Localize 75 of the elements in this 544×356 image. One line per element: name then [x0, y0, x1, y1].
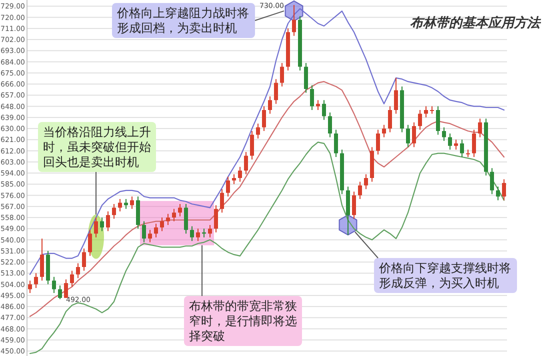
candlestick: [328, 112, 332, 138]
candlestick: [28, 280, 32, 294]
annotation: 价格向下穿越支撑线时将形成反弹，为买入时机: [378, 261, 511, 290]
candlestick: [502, 178, 506, 201]
candlestick: [124, 198, 128, 210]
callout: 当价格沿阻力线上升时，虽未突破但开始回头也是卖出时机: [38, 122, 156, 172]
candlestick: [364, 174, 368, 190]
candlestick: [178, 203, 182, 217]
candlestick: [490, 168, 494, 195]
candlestick: [184, 203, 188, 234]
candlestick: [88, 229, 92, 256]
candlestick: [82, 248, 86, 272]
candlestick: [442, 126, 446, 142]
candlestick: [292, 4, 296, 36]
candlestick: [454, 139, 458, 150]
candlestick: [322, 100, 326, 120]
candlestick: [64, 278, 68, 298]
candlestick: [418, 110, 422, 130]
callout: 价格向下穿越支撑线时将形成反弹，为买入时机: [374, 258, 517, 293]
candlestick: [40, 238, 44, 282]
candlestick: [472, 129, 476, 158]
candlestick: [268, 96, 272, 114]
candlestick: [214, 204, 218, 233]
candlestick: [256, 123, 260, 139]
candlestick: [208, 224, 212, 238]
callout: 布林带的带宽非常狭窄时，是行情即将选择突破: [184, 296, 302, 346]
candlestick: [118, 198, 122, 212]
candlestick: [238, 166, 242, 182]
candlestick: [250, 130, 254, 160]
candlestick: [310, 84, 314, 111]
callout: 价格向上穿越阻力战时将形成回档，为卖出时机: [112, 3, 255, 38]
candlestick: [448, 133, 452, 150]
candlestick: [220, 188, 224, 214]
candlestick: [274, 78, 278, 104]
candlestick: [436, 106, 440, 136]
text: 布林带的基本应用方法: [410, 15, 542, 31]
candlestick: [154, 223, 158, 238]
candlestick: [280, 62, 284, 88]
annotation: 价格向上穿越阻力战时将形成回档，为卖出时机: [116, 6, 249, 35]
candlestick: [304, 62, 308, 94]
candlestick: [160, 217, 164, 232]
candlestick: [496, 186, 500, 201]
candlestick: [424, 106, 428, 118]
candlestick: [76, 262, 80, 279]
candlestick: [394, 77, 398, 114]
candlestick: [196, 228, 200, 242]
candlestick: [172, 208, 176, 222]
candlestick: [130, 196, 134, 210]
candlestick: [460, 139, 464, 158]
candlestick: [148, 229, 152, 243]
candlestick: [142, 220, 146, 243]
candlestick: [334, 129, 338, 158]
candlestick: [376, 129, 380, 156]
candlestick: [382, 124, 386, 138]
candlestick: [94, 217, 98, 238]
candlestick: [244, 152, 248, 175]
candlestick: [406, 124, 410, 148]
candlestick: [262, 106, 266, 132]
candlestick: [226, 176, 230, 198]
candlestick: [34, 272, 38, 289]
candlestick: [166, 213, 170, 226]
candlestick: [190, 226, 194, 242]
candlestick: [58, 285, 62, 300]
candlestick: [70, 270, 74, 288]
candlestick: [106, 210, 110, 232]
candlestick: [412, 122, 416, 148]
candlestick: [352, 191, 356, 220]
candlestick: [232, 174, 236, 185]
candlestick: [388, 106, 392, 133]
candlestick: [112, 203, 116, 220]
candlestick: [358, 181, 362, 200]
candlestick: [478, 118, 482, 138]
candlestick: [52, 276, 56, 294]
candlestick: [100, 217, 104, 232]
candlestick: [316, 100, 320, 111]
